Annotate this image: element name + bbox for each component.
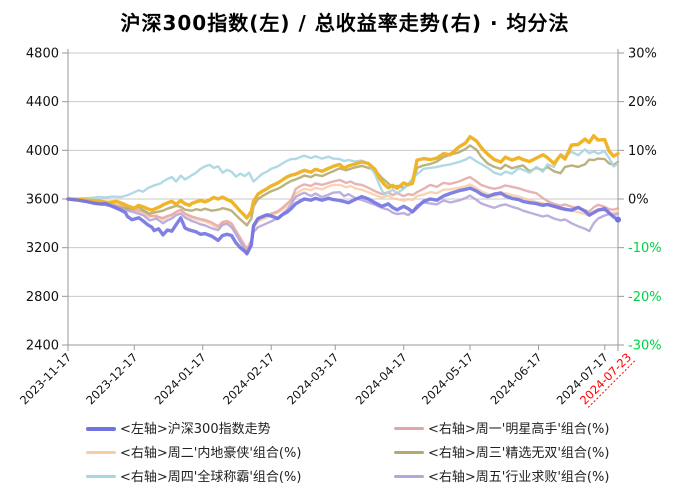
right-axis-tick-label: 20% xyxy=(628,95,657,110)
right-axis-tick-label: 0% xyxy=(628,193,649,208)
legend-item-label: <左轴>沪深300指数走势 xyxy=(120,422,271,437)
x-axis-tick-label: 2024-06-17 xyxy=(487,350,544,407)
x-axis-tick-label: 2023-11-17 xyxy=(17,350,74,407)
legend-item-2: <右轴>周二'内地豪侠'组合(%) xyxy=(86,445,394,462)
legend-item-0: <左轴>沪深300指数走势 xyxy=(86,421,394,438)
chart-title: 沪深300指数(左) / 总收益率走势(右) · 均分法 xyxy=(120,11,570,35)
x-axis-tick-label: 2024-05-17 xyxy=(419,350,476,407)
x-axis-tick-label-group: 2023-11-17 xyxy=(17,350,74,407)
legend-line-swatch xyxy=(86,426,116,431)
legend-line-swatch xyxy=(86,451,116,454)
x-axis-tick-label-group: 2024-05-17 xyxy=(419,350,476,407)
left-axis-tick-label: 4400 xyxy=(26,95,59,110)
right-axis-tick-label: -10% xyxy=(628,241,662,256)
x-axis-tick-label-group: 2024-04-17 xyxy=(353,350,410,407)
left-axis-tick-label: 4000 xyxy=(26,144,59,159)
series-line-gold-unlabeled xyxy=(66,133,620,220)
left-axis-tick-label: 2400 xyxy=(26,339,59,354)
series-end-dot-csi300 xyxy=(615,216,621,223)
series-line-tue-peach xyxy=(66,183,620,253)
x-axis-tick-label-group: 2024-03-17 xyxy=(284,350,341,407)
left-axis-tick-label: 3600 xyxy=(26,193,59,208)
series-line-fri-purple xyxy=(66,190,620,255)
x-axis-tick-label: 2023-12-17 xyxy=(83,350,140,407)
series-line-csi300 xyxy=(66,186,620,256)
x-axis-tick-label-group: 2024-01-17 xyxy=(152,350,209,407)
series-line-thu-cyan xyxy=(66,148,620,201)
legend-item-1: <右轴>周一'明星高手'组合(%) xyxy=(394,421,609,438)
right-axis-tick-label: 30% xyxy=(628,47,657,62)
right-axis-tick-label: -20% xyxy=(628,290,662,305)
legend-line-swatch xyxy=(86,475,116,478)
x-axis-tick-label-group: 2024-06-17 xyxy=(487,350,544,407)
x-axis-tick-label: 2024-01-17 xyxy=(152,350,209,407)
left-axis-tick-label: 3200 xyxy=(26,241,59,256)
legend-line-swatch xyxy=(394,451,424,454)
right-axis-tick-label: 10% xyxy=(628,144,657,159)
x-axis-tick-label: 2024-04-17 xyxy=(353,350,410,407)
left-axis-tick-label: 4800 xyxy=(26,47,59,62)
legend-item-3: <右轴>周三'精选无双'组合(%) xyxy=(394,445,609,462)
legend-item-5: <右轴>周五'行业求败'组合(%) xyxy=(394,469,609,486)
legend-line-swatch xyxy=(394,475,424,478)
legend-item-label: <右轴>周三'精选无双'组合(%) xyxy=(428,446,610,461)
x-axis-tick-label-group: 2024-02-17 xyxy=(220,350,277,407)
series-line-mon-pink xyxy=(66,175,620,251)
legend-item-label: <右轴>周一'明星高手'组合(%) xyxy=(428,422,610,437)
legend-item-4: <右轴>周四'全球称霸'组合(%) xyxy=(86,469,394,486)
legend-item-label: <右轴>周二'内地豪侠'组合(%) xyxy=(120,446,302,461)
chart-legend: <左轴>沪深300指数走势 <右轴>周一'明星高手'组合(%) <右轴>周二'内地豪… xyxy=(86,421,609,486)
highlight-date-underline xyxy=(587,359,637,408)
right-axis-tick-label: -30% xyxy=(628,339,662,354)
x-axis-tick-label-group: 2023-12-17 xyxy=(83,350,140,407)
legend-line-swatch xyxy=(394,427,424,430)
legend-item-label: <右轴>周四'全球称霸'组合(%) xyxy=(120,470,302,485)
left-axis-tick-label: 2800 xyxy=(26,290,59,305)
legend-item-label: <右轴>周五'行业求败'组合(%) xyxy=(428,470,610,485)
x-axis-tick-label: 2024-03-17 xyxy=(284,350,341,407)
x-axis-tick-label: 2024-02-17 xyxy=(220,350,277,407)
